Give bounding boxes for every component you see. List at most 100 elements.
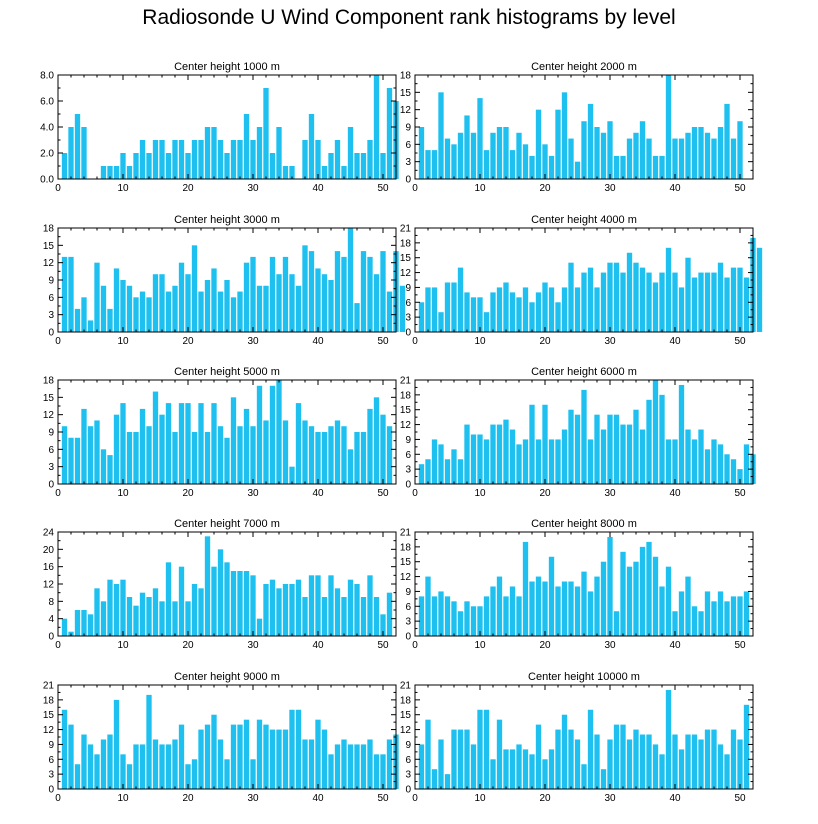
y-tick-label: 9 (405, 587, 411, 598)
histogram-bar (607, 262, 613, 332)
histogram-bar (61, 153, 68, 179)
y-tick-label: 0.0 (40, 175, 54, 186)
histogram-bar (373, 274, 380, 332)
histogram-bar (626, 739, 633, 789)
x-tick-label: 0 (412, 336, 418, 347)
histogram-bar (457, 611, 464, 636)
y-tick-label: 0 (405, 328, 411, 339)
histogram-bar (107, 308, 113, 332)
panel-title: Center height 9000 m (174, 671, 280, 683)
x-tick-label: 20 (182, 183, 194, 194)
histogram-bar (204, 280, 211, 332)
histogram-bar (516, 596, 522, 636)
histogram-bar (237, 571, 243, 636)
histogram-bar (295, 403, 302, 484)
x-tick-label: 40 (312, 793, 324, 804)
histogram-bar (159, 744, 165, 789)
histogram-bar (477, 434, 483, 484)
histogram-bar (120, 754, 126, 789)
x-tick-label: 10 (117, 336, 129, 347)
histogram-bar (490, 759, 496, 789)
histogram-bar (126, 597, 133, 636)
histogram-bar (607, 414, 613, 484)
histogram-bar (496, 576, 503, 636)
histogram-bar (633, 729, 639, 789)
histogram-bar (568, 409, 574, 484)
histogram-bar (373, 754, 380, 789)
histogram-bar (100, 601, 107, 636)
histogram-bar (354, 153, 360, 179)
x-tick-label: 50 (377, 793, 389, 804)
histogram-bar (269, 153, 276, 179)
histogram-bar (444, 138, 451, 179)
histogram-bar (490, 586, 496, 636)
histogram-bar (341, 739, 347, 789)
histogram-bar (464, 292, 470, 332)
histogram-bar (639, 429, 646, 484)
histogram-bar (302, 420, 308, 484)
y-tick-label: 9 (48, 276, 54, 287)
histogram-bar (133, 153, 139, 179)
y-tick-label: 0 (405, 785, 411, 796)
histogram-bar (509, 429, 516, 484)
y-tick-label: 0 (48, 632, 54, 643)
histogram-bar (360, 251, 367, 332)
histogram-bar (315, 719, 321, 789)
y-tick-label: 3 (405, 617, 411, 628)
x-tick-label: 20 (182, 640, 194, 651)
histogram-bar (243, 408, 250, 484)
histogram-bar (269, 256, 276, 332)
y-tick-label: 18 (43, 224, 55, 235)
histogram-bar (685, 576, 691, 636)
histogram-bar (87, 744, 94, 789)
histogram-bar (535, 576, 542, 636)
y-tick-label: 6 (405, 755, 411, 766)
histogram-bar (185, 601, 191, 636)
histogram-bar (68, 256, 74, 332)
histogram-bar (724, 103, 730, 179)
x-tick-label: 40 (312, 183, 324, 194)
y-tick-label: 16 (43, 562, 55, 573)
x-tick-label: 0 (55, 488, 61, 499)
histogram-bar (561, 92, 568, 179)
histogram-bar (308, 251, 315, 332)
histogram-bar (113, 414, 120, 484)
histogram-bar (120, 280, 126, 332)
histogram-bar (146, 153, 152, 179)
y-tick-label: 12 (400, 105, 412, 116)
x-tick-label: 30 (247, 640, 259, 651)
histogram-bar (328, 153, 334, 179)
histogram-bar (126, 285, 133, 332)
histogram-bar (659, 394, 665, 484)
histogram-bar (724, 454, 730, 484)
histogram-bar (172, 140, 178, 179)
histogram-bar (139, 408, 146, 484)
histogram-bar (321, 597, 328, 636)
x-tick-label: 20 (182, 336, 194, 347)
histogram-bar (659, 586, 665, 636)
x-tick-label: 20 (182, 793, 194, 804)
histogram-bar (230, 297, 237, 332)
histogram-bar (367, 739, 373, 789)
histogram-bar (74, 437, 81, 484)
histogram-bar (483, 709, 490, 789)
histogram-bar (652, 380, 659, 484)
histogram-bar (217, 549, 224, 636)
histogram-bar (386, 739, 393, 789)
x-tick-label: 10 (474, 640, 486, 651)
histogram-bar (347, 579, 354, 636)
histogram-bar (529, 404, 535, 484)
histogram-bar (256, 385, 263, 484)
histogram-bar (652, 282, 659, 332)
panel-title: Center height 10000 m (528, 671, 640, 683)
histogram-bar (490, 292, 496, 332)
histogram-bar (600, 561, 607, 636)
histogram-bar (691, 439, 698, 484)
y-tick-label: 3 (405, 465, 411, 476)
histogram-bar (464, 115, 470, 179)
x-tick-label: 50 (377, 488, 389, 499)
histogram-bar (626, 252, 633, 332)
histogram-bar (107, 579, 113, 636)
histogram-bar (672, 138, 678, 179)
histogram-bar (613, 262, 620, 332)
